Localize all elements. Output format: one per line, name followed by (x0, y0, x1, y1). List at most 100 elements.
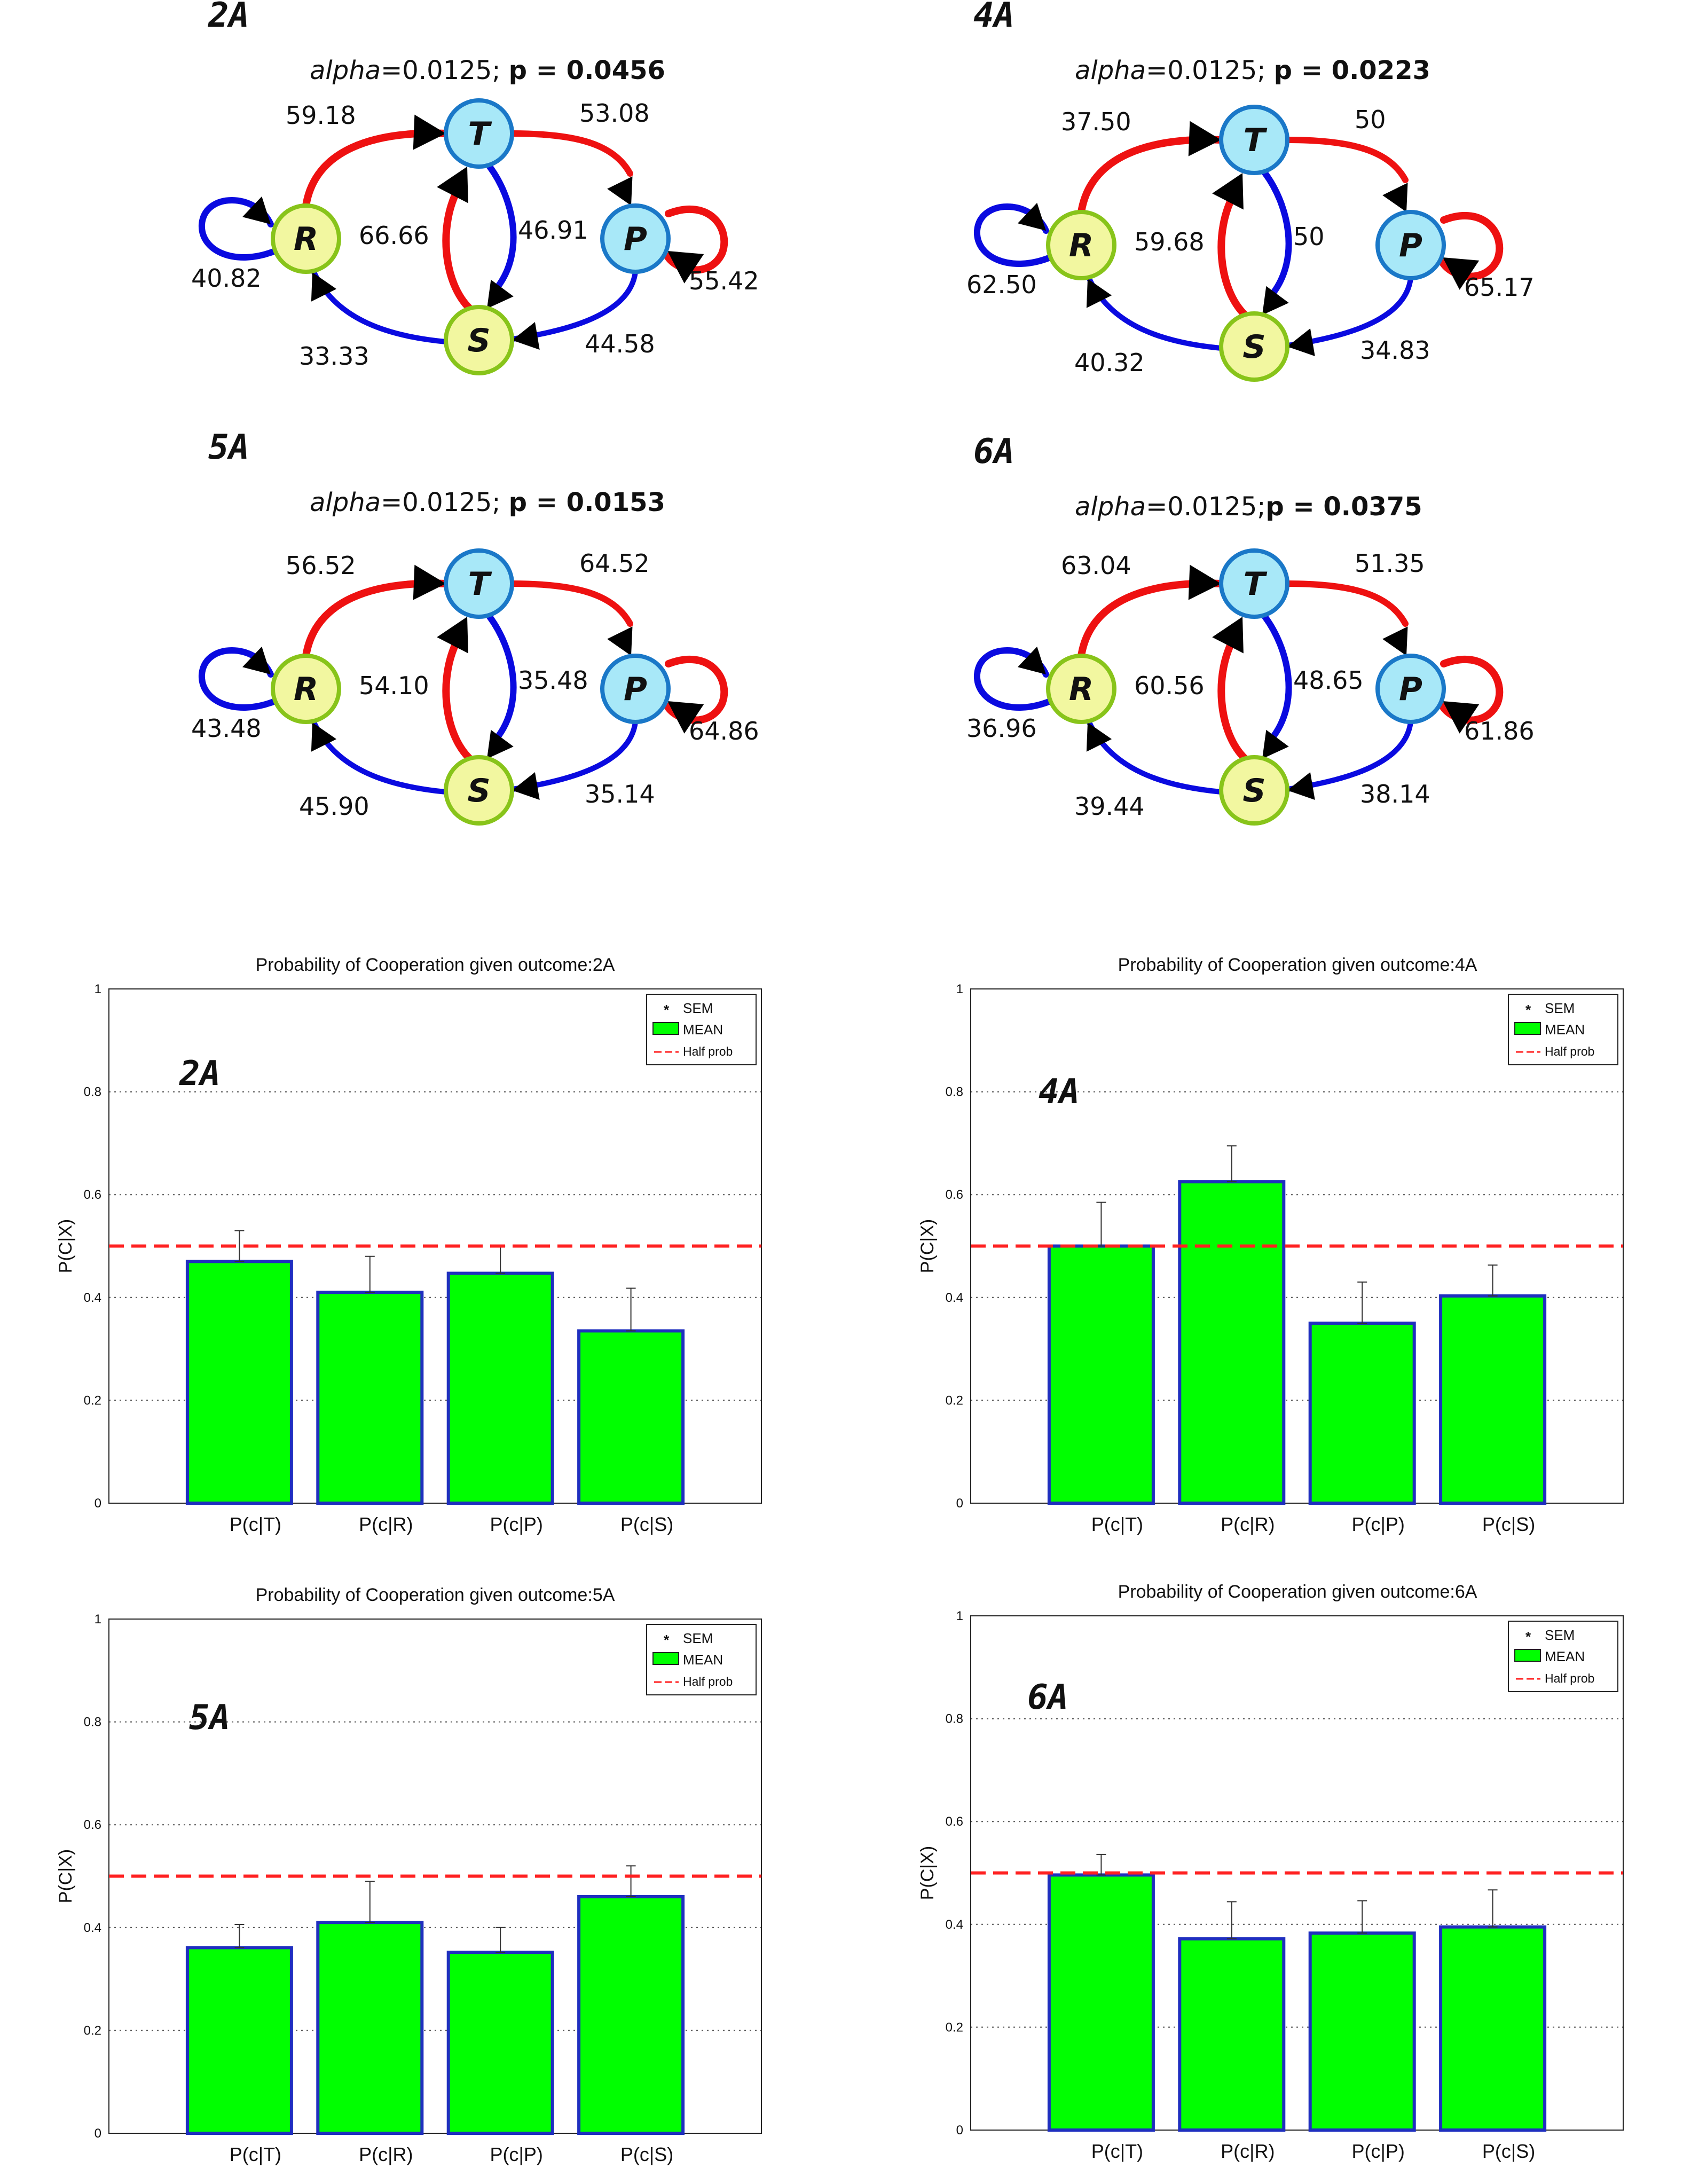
node-label-S: S (1242, 328, 1265, 366)
inner-panel-label: 6A (1027, 1678, 1068, 1717)
edge-TP (1284, 580, 1409, 627)
edge-SR (311, 270, 449, 344)
bar (316, 1921, 424, 2135)
node-label-T: T (1244, 565, 1268, 603)
node-label-P: P (624, 221, 647, 258)
arrowhead (1382, 183, 1408, 212)
edge-label-SR: 33.33 (299, 342, 369, 371)
y-tick-label: 0.8 (946, 1712, 963, 1726)
edge-label-TP: 64.52 (579, 549, 650, 578)
bar (1308, 1931, 1416, 2132)
node-S (444, 305, 514, 375)
alpha-word: alpha (1075, 56, 1146, 85)
edge-label-SR: 39.44 (1074, 792, 1145, 821)
node-label-T: T (468, 115, 492, 153)
arrowhead (1086, 279, 1112, 308)
arrowhead (512, 321, 540, 350)
legend-half-prob: Half prob (1545, 1044, 1594, 1058)
arrowhead (1262, 286, 1289, 315)
y-tick-label: 0.4 (946, 1918, 963, 1932)
node-label-S: S (467, 322, 490, 359)
y-tick-label: 0 (95, 1496, 101, 1511)
alpha-p-caption: alpha=0.0125;p = 0.0375 (1075, 492, 1422, 522)
edge-RT (1077, 136, 1225, 216)
category-label: P(c|T) (230, 1513, 281, 1535)
category-label: P(c|P) (1352, 1513, 1405, 1535)
edge-TP (509, 130, 633, 177)
bar (185, 1946, 293, 2135)
node-label-R: R (294, 221, 318, 258)
arrowhead (242, 196, 271, 224)
edge-label-RT: 63.04 (1061, 551, 1131, 580)
bar-chart-5A: Probability of Cooperation given outcome… (56, 1585, 762, 2165)
edges: 56.52 64.52 43.48 54.10 35.48 64.86 45.90 35.14 (191, 549, 759, 821)
y-tick-label: 0.6 (84, 1818, 101, 1832)
panel-label: 2A (208, 0, 249, 35)
bar (446, 1951, 554, 2135)
edge-label-ST: 60.56 (1134, 671, 1205, 700)
arrowhead (512, 772, 540, 800)
edge-label-PP: 55.42 (689, 266, 759, 295)
category-label: P(c|S) (620, 2143, 673, 2165)
alpha-value: =0.0125; (381, 56, 509, 85)
legend-mean: MEAN (1545, 1022, 1585, 1038)
edge-label-PS: 38.14 (1360, 780, 1430, 808)
edge-label-RR: 43.48 (191, 714, 262, 743)
chart-title: Probability of Cooperation given outcome… (256, 955, 615, 975)
edges: 59.18 53.08 40.82 66.66 46.91 55.42 33.33 44.58 (191, 99, 759, 371)
arrowhead (1382, 626, 1408, 656)
arrowhead (1443, 257, 1480, 290)
y-axis-label: P(C|X) (917, 1846, 938, 1900)
legend-mean: MEAN (683, 1652, 723, 1668)
edge-RR (198, 197, 278, 261)
nodes: R T P S (1046, 548, 1446, 826)
alpha-p-caption: alpha=0.0125; p = 0.0456 (310, 56, 665, 85)
category-label: P(c|R) (1221, 1513, 1275, 1535)
arrowhead (1287, 328, 1315, 357)
legend-swatch-mean (652, 1022, 679, 1035)
alpha-value: =0.0125; (381, 488, 509, 517)
network-diagram-6A: 6A alpha=0.0125;p = 0.0375 63.04 51.35 36.96… (966, 432, 1535, 826)
node-label-S: S (1242, 772, 1265, 810)
legend-swatch-mean (1514, 1022, 1541, 1035)
node-T (1219, 105, 1289, 175)
edge-label-RT: 56.52 (286, 551, 356, 580)
legend-sem: SEM (1545, 1627, 1575, 1643)
y-tick-label: 0.6 (946, 1188, 963, 1202)
panel-label: 5A (208, 428, 249, 467)
edge-TS (1262, 170, 1292, 298)
category-label: P(c|R) (359, 2143, 413, 2165)
edge-label-PS: 35.14 (585, 780, 655, 808)
edge-label-RT: 59.18 (286, 101, 356, 130)
edge-RR (198, 647, 278, 711)
arrowhead (311, 722, 337, 752)
bar (577, 1329, 685, 1505)
inner-panel-label: 4A (1039, 1072, 1080, 1112)
legend: * SEM MEAN Half prob (1508, 994, 1618, 1065)
y-tick-label: 0.4 (84, 1291, 101, 1305)
network-diagram-4A: 4A alpha=0.0125; p = 0.0223 37.50 50 62.50 59… (966, 0, 1535, 382)
y-tick-label: 0.2 (946, 2020, 963, 2034)
y-tick-label: 0.2 (84, 2023, 101, 2038)
node-T (1219, 548, 1289, 619)
arrowhead (1212, 617, 1244, 654)
edge-label-SR: 40.32 (1074, 348, 1145, 377)
edge-TP (1284, 137, 1409, 183)
arrowhead (607, 626, 633, 656)
panel-label: 4A (973, 0, 1014, 35)
node-T (444, 548, 514, 619)
edge-ST (1217, 633, 1249, 763)
arrowhead (413, 564, 446, 600)
category-label: P(c|S) (620, 1513, 673, 1535)
nodes: R T P S (271, 548, 671, 826)
edge-TS (486, 614, 517, 742)
edge-label-RR: 40.82 (191, 264, 262, 293)
bar (1178, 1180, 1286, 1505)
edge-RR (973, 647, 1053, 711)
arrowhead (1443, 701, 1480, 734)
node-S (1219, 755, 1289, 826)
alpha-value: =0.0125; (1146, 56, 1274, 85)
edge-SR (1087, 276, 1224, 351)
legend-swatch-mean (1514, 1649, 1541, 1662)
legend-mean: MEAN (1545, 1648, 1585, 1664)
